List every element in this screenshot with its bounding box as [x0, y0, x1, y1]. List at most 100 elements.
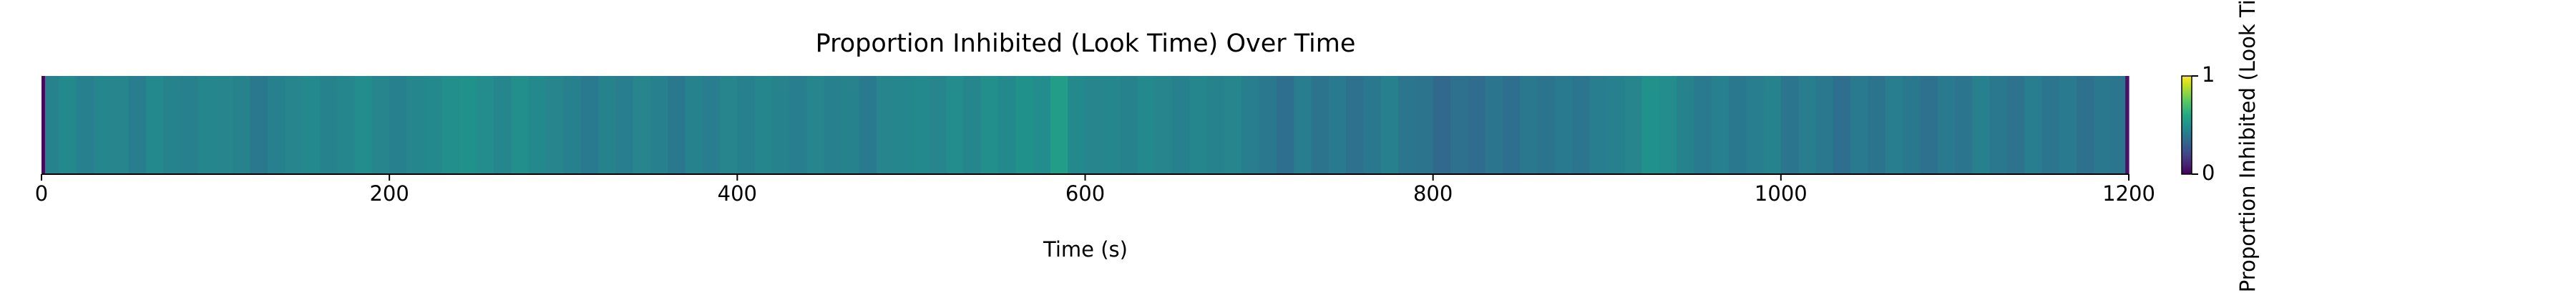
heatmap-cell: [841, 76, 860, 174]
heatmap-cell: [285, 76, 303, 174]
heatmap-cell: [424, 76, 442, 174]
heatmap-cell: [441, 76, 459, 174]
heatmap-cell: [2006, 76, 2025, 174]
heatmap-cell: [1050, 76, 1068, 174]
heatmap-cell: [145, 76, 164, 174]
heatmap-cell: [1398, 76, 1416, 174]
heatmap-cell: [1937, 76, 1956, 174]
heatmap-cell: [1346, 76, 1365, 174]
heatmap-cell: [1972, 76, 1991, 174]
heatmap-cell: [1641, 76, 1660, 174]
heatmap-cell: [1815, 76, 1834, 174]
heatmap-cell: [528, 76, 547, 174]
heatmap-cell: [1276, 76, 1294, 174]
heatmap-cell: [1989, 76, 2008, 174]
heatmap-cell: [76, 76, 94, 174]
heatmap-cell: [1676, 76, 1694, 174]
heatmap-cell: [980, 76, 999, 174]
heatmap-cell: [946, 76, 964, 174]
heatmap-cell: [1798, 76, 1817, 174]
x-tick-label: 400: [718, 181, 757, 206]
heatmap-cell: [1589, 76, 1608, 174]
colorbar-tick-label: 1: [2202, 62, 2215, 87]
heatmap-cell: [250, 76, 268, 174]
x-tick-label: 800: [1413, 181, 1453, 206]
heatmap-cell: [1033, 76, 1051, 174]
heatmap-cell: [1711, 76, 1729, 174]
heatmap-cell: [1659, 76, 1677, 174]
heatmap-cell: [1154, 76, 1173, 174]
heatmap-cell: [2077, 76, 2094, 174]
heatmap-cell: [42, 76, 46, 174]
heatmap-cell: [337, 76, 356, 174]
colorbar-tick-label: 0: [2202, 161, 2215, 185]
heatmap-cell: [2094, 76, 2112, 174]
heatmap-cell: [1189, 76, 1208, 174]
heatmap-cell: [615, 76, 634, 174]
heatmap-cell: [1015, 76, 1034, 174]
heatmap-cell: [1520, 76, 1538, 174]
colorbar: [2181, 75, 2192, 175]
heatmap-cell: [1415, 76, 1434, 174]
heatmap-cell: [1850, 76, 1868, 174]
heatmap-cell: [1606, 76, 1625, 174]
heatmap-cell: [1902, 76, 1921, 174]
heatmap-cell: [197, 76, 216, 174]
heatmap-cell: [233, 76, 251, 174]
x-tick-label: 0: [35, 181, 48, 206]
heatmap-cell: [319, 76, 338, 174]
heatmap-cell: [1554, 76, 1573, 174]
heatmap-cell: [371, 76, 390, 174]
heatmap-cell: [876, 76, 894, 174]
heatmap-cell: [545, 76, 564, 174]
heatmap-cell: [93, 76, 112, 174]
heatmap-cell: [1294, 76, 1312, 174]
colorbar-label: Proportion Inhibited (Look Time): [2235, 0, 2260, 292]
heatmap-cell: [1920, 76, 1938, 174]
heatmap-cell: [1485, 76, 1503, 174]
heatmap-cell: [633, 76, 651, 174]
heatmap-cell: [459, 76, 477, 174]
heatmap-cell: [1137, 76, 1156, 174]
heatmap-cell: [789, 76, 808, 174]
heatmap-cell: [476, 76, 494, 174]
x-tick-label: 1000: [1755, 181, 1807, 206]
heatmap-cell: [806, 76, 825, 174]
heatmap-cell: [1328, 76, 1347, 174]
heatmap-cell: [1954, 76, 1973, 174]
heatmap-cell: [824, 76, 842, 174]
heatmap-cell: [1746, 76, 1765, 174]
heatmap-cell: [1102, 76, 1121, 174]
heatmap-cell: [2111, 76, 2126, 174]
x-axis-label: Time (s): [1043, 237, 1128, 262]
heatmap-cell: [389, 76, 408, 174]
heatmap-cell: [44, 76, 59, 174]
heatmap-cell: [1085, 76, 1103, 174]
heatmap-cell: [215, 76, 233, 174]
heatmap-cell: [268, 76, 286, 174]
heatmap-cell: [928, 76, 947, 174]
heatmap-cell: [494, 76, 512, 174]
heatmap-cell: [1450, 76, 1468, 174]
heatmap-cell: [2024, 76, 2043, 174]
heatmap-cell: [1833, 76, 1851, 174]
heatmap-cell: [1868, 76, 1886, 174]
heatmap-cell: [1363, 76, 1382, 174]
heatmap-cell: [2125, 76, 2129, 174]
heatmap-cell: [1259, 76, 1277, 174]
heatmap-cell: [997, 76, 1016, 174]
heatmap-cell: [1224, 76, 1242, 174]
heatmap-cell: [1572, 76, 1591, 174]
heatmap-cell: [406, 76, 425, 174]
x-tick-label: 1200: [2102, 181, 2155, 206]
heatmap-cell: [859, 76, 877, 174]
heatmap-cell: [1433, 76, 1451, 174]
heatmap-cell: [1172, 76, 1190, 174]
heatmap-cell: [702, 76, 721, 174]
heatmap-cell: [1241, 76, 1260, 174]
heatmap-cell: [128, 76, 147, 174]
heatmap-cell: [563, 76, 582, 174]
heatmap-cell: [1380, 76, 1399, 174]
heatmap-cell: [580, 76, 599, 174]
